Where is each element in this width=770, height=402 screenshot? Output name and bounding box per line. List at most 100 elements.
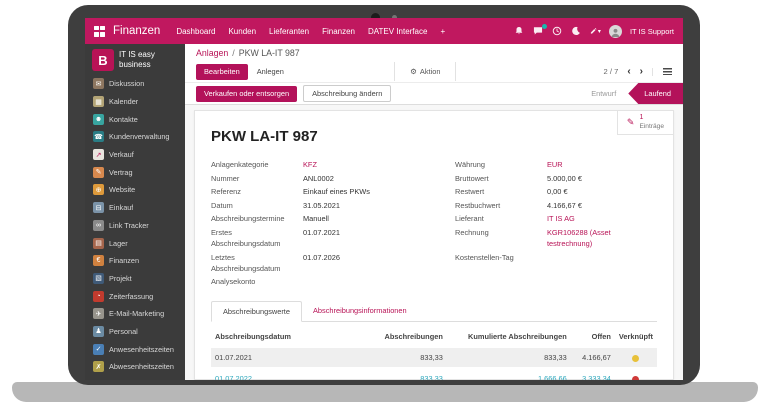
view-switcher-icon[interactable] <box>652 67 672 76</box>
sales-icon: ↗ <box>93 149 104 161</box>
sidebar-item-kundenverwaltung[interactable]: ☎ Kundenverwaltung <box>93 131 170 143</box>
pager-count: 2 / 7 <box>603 67 619 76</box>
field-label: Restwert <box>455 187 485 197</box>
col-abschreibungsdatum[interactable]: Abschreibungsdatum <box>215 332 291 342</box>
purchase-icon: ⊟ <box>93 202 104 214</box>
sell-dispose-button[interactable]: Verkaufen oder entsorgen <box>196 85 298 102</box>
sidebar-item-vertrag[interactable]: ✎ Vertrag <box>85 163 185 181</box>
breadcrumb: Anlagen / PKW LA-IT 987 <box>196 47 300 58</box>
topbar-right: ▾ IT IS Support <box>514 23 674 38</box>
main-content: Anlagen / PKW LA-IT 987 Bearbeiten Anleg… <box>185 44 683 380</box>
table-row[interactable]: 01.07.2021 833,33 833,33 4.166,67 <box>211 346 657 369</box>
modify-depreciation-button[interactable]: Abschreibung ändern <box>303 85 392 102</box>
field-label: Datum <box>211 200 233 210</box>
field-label: Anlagenkategorie <box>211 160 269 169</box>
topbar: Finanzen Dashboard Kunden Lieferanten Fi… <box>85 18 683 44</box>
sidebar-item-finanzen[interactable]: € Finanzen <box>85 252 185 270</box>
letztes-abschreibungsdatum-value: 01.07.2026 <box>303 252 340 262</box>
menu-item-dashboard[interactable]: Dashboard <box>176 26 216 36</box>
ambient-sensor-dot <box>392 15 397 20</box>
pencil-icon: ✎ <box>626 116 635 127</box>
tab-abschreibungsinformationen[interactable]: Abschreibungsinformationen <box>312 306 407 316</box>
sidebar-item-abwesenheitszeiten[interactable]: ✗ Abwesenheitszeiten <box>85 358 185 376</box>
col-kumulierte[interactable]: Kumulierte Abschreibungen <box>468 332 567 342</box>
stat-count: 1 <box>639 114 644 121</box>
menu-item-add[interactable]: + <box>440 26 446 36</box>
dark-mode-moon-icon[interactable] <box>571 26 582 37</box>
apps-grid-icon[interactable] <box>94 25 105 37</box>
field-groups: Anlagenkategorie KFZ Nummer ANL0002 Refere… <box>211 159 657 290</box>
pager: 2 / 7 ‹ › <box>603 65 672 77</box>
linked-status-dot <box>632 354 640 362</box>
menu-item-lieferanten[interactable]: Lieferanten <box>269 26 310 36</box>
field-label: Restbuchwert <box>455 200 501 210</box>
anlagenkategorie-value[interactable]: KFZ <box>303 160 317 169</box>
webcam-dot <box>371 13 380 22</box>
col-verknuepft[interactable]: Verknüpft <box>618 332 653 342</box>
rechnung-value[interactable]: KGR106288 (Asset testrechnung) <box>547 228 611 249</box>
table-row[interactable]: 01.07.2022 833,33 1.666,66 3.333,34 <box>211 367 657 380</box>
bell-icon[interactable] <box>514 26 525 37</box>
menu-item-kunden[interactable]: Kunden <box>228 26 257 36</box>
attendance-icon: ✓ <box>93 343 104 355</box>
sidebar-item-personal[interactable]: ♟ Personal <box>85 323 185 341</box>
breadcrumb-parent[interactable]: Anlagen <box>196 47 229 58</box>
user-name[interactable]: IT IS Support <box>629 26 674 36</box>
action-menu-button[interactable]: ⚙ Aktion <box>394 62 457 81</box>
waehrung-value[interactable]: EUR <box>547 160 563 169</box>
project-icon: ▧ <box>93 272 104 284</box>
sidebar: B IT IS easy business ✉ Diskussion ▦ Kal… <box>85 44 185 380</box>
journal-entries-stat-button[interactable]: ✎ 1 Einträge <box>616 110 674 135</box>
tab-abschreibungswerte[interactable]: Abschreibungswerte <box>211 301 302 323</box>
sidebar-item-kontakte[interactable]: ☻ Kontakte <box>93 113 138 125</box>
create-button[interactable]: Anlegen <box>248 64 293 80</box>
hr-icon: ♟ <box>93 325 104 337</box>
messages-icon[interactable] <box>533 23 547 37</box>
sidebar-item-kalender[interactable]: ▦ Kalender <box>85 93 185 111</box>
app-name[interactable]: Finanzen <box>113 25 161 37</box>
menu-item-datev-interface[interactable]: DATEV Interface <box>368 26 428 36</box>
leaves-icon: ✗ <box>93 361 104 373</box>
status-laufend[interactable]: Laufend <box>628 83 683 104</box>
sidebar-item-diskussion[interactable]: ✉ Diskussion <box>85 75 185 93</box>
screen: Finanzen Dashboard Kunden Lieferanten Fi… <box>85 18 683 380</box>
field-label: Letztes Abschreibungsdatum <box>211 252 281 273</box>
edit-button[interactable]: Bearbeiten <box>196 63 248 80</box>
sidebar-item-zeiterfassung[interactable]: ◔ Zeiterfassung <box>85 287 185 305</box>
link-tracker-icon: ∞ <box>93 219 104 231</box>
calendar-icon: ▦ <box>93 96 104 108</box>
sidebar-item-projekt[interactable]: ▧ Projekt <box>85 270 185 288</box>
sidebar-item-email-marketing[interactable]: ✈ E-Mail-Marketing <box>85 305 185 323</box>
sidebar-item-link-tracker[interactable]: ∞ Link Tracker <box>85 217 185 235</box>
col-abschreibungen[interactable]: Abschreibungen <box>384 332 443 342</box>
chevron-down-icon: ▾ <box>597 28 601 35</box>
menu-item-finanzen[interactable]: Finanzen <box>322 26 355 36</box>
activities-clock-icon[interactable] <box>552 26 563 37</box>
status-entwurf[interactable]: Entwurf <box>591 89 617 98</box>
pager-next-icon[interactable]: › <box>639 65 643 77</box>
website-icon: ⊕ <box>93 184 104 196</box>
sidebar-item-lager[interactable]: ▤ Lager <box>85 234 185 252</box>
field-label: Bruttowert <box>455 173 489 183</box>
sidebar-item-website[interactable]: ⊕ Website <box>85 181 185 199</box>
brand-logo: B <box>92 49 114 71</box>
linked-status-dot <box>632 375 640 380</box>
debug-pencil-icon[interactable]: ▾ <box>590 26 601 37</box>
sidebar-item-anwesenheitszeiten[interactable]: ✓ Anwesenheitszeiten <box>85 340 185 358</box>
messages-badge <box>541 23 547 29</box>
pager-prev-icon[interactable]: ‹ <box>627 65 631 77</box>
lieferant-value[interactable]: IT IS AG <box>547 214 575 224</box>
field-label: Abschreibungstermine <box>211 214 285 224</box>
avatar[interactable] <box>608 24 622 38</box>
sidebar-item-verkauf[interactable]: ↗ Verkauf <box>85 146 185 164</box>
abschreibungstermine-value: Manuell <box>303 214 329 224</box>
field-label: Rechnung <box>455 228 489 238</box>
field-label: Referenz <box>211 187 241 197</box>
brand[interactable]: B IT IS easy business <box>85 44 185 75</box>
col-offen[interactable]: Offen <box>591 332 611 342</box>
discuss-icon: ✉ <box>93 78 104 90</box>
sidebar-item-einkauf[interactable]: ⊟ Einkauf <box>85 199 185 217</box>
restbuchwert-value: 4.166,67 € <box>547 200 582 210</box>
erstes-abschreibungsdatum-value: 01.07.2021 <box>303 228 340 238</box>
stat-label: Einträge <box>639 122 664 130</box>
